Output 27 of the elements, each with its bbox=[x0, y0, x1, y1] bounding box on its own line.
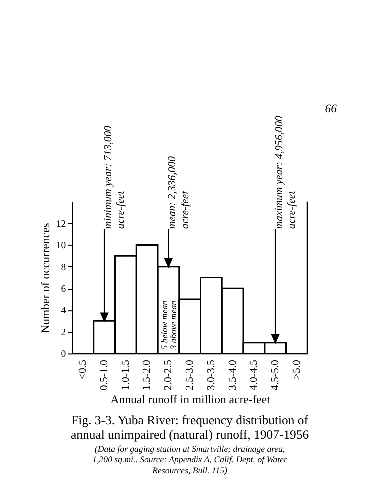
x-tick-label: 3.5-4.0 bbox=[226, 360, 239, 391]
x-tick-label: 2.5-3.0 bbox=[184, 360, 196, 391]
y-tick-label: 4 bbox=[61, 306, 66, 317]
x-tick-label: 0.5-1.0 bbox=[98, 360, 110, 391]
x-tick-label: 1.5-2.0 bbox=[141, 360, 154, 391]
y-tick-label: 6 bbox=[61, 284, 66, 296]
y-tick-label: 2 bbox=[61, 327, 66, 338]
annotation: mean: 2,336,000 acre-feet bbox=[166, 156, 192, 230]
x-tick-label: <0.5 bbox=[77, 360, 90, 380]
annotation: maximum year: 4,956,000 acre-feet bbox=[273, 116, 298, 230]
annotation: 5 below mean 3 above mean bbox=[160, 300, 179, 351]
x-tick-label: 4.0-4.5 bbox=[248, 360, 260, 391]
annotation: minimum year: 713,000 acre-feet bbox=[102, 125, 128, 230]
text: (Data for gaging station at Smartville; drainage area, 1,200 sq.mi.. Source: Appendix A, Calif. Dept. of Water Resources, Bull. 115) bbox=[92, 444, 288, 476]
y-tick-label: 0 bbox=[61, 349, 66, 360]
x-tick-label: >5.0 bbox=[290, 360, 303, 380]
y-tick-label: 12 bbox=[56, 218, 66, 230]
x-tick-label: 2.0-2.5 bbox=[162, 360, 175, 391]
x-tick-label: 4.5-5.0 bbox=[270, 360, 282, 391]
x-axis-title: Annual runoff in million acre-feet bbox=[110, 393, 272, 406]
x-tick-label: 1.0-1.5 bbox=[120, 360, 132, 391]
x-tick-label: 3.0-3.5 bbox=[205, 360, 218, 391]
text: 66 bbox=[325, 102, 338, 116]
y-tick-label: 8 bbox=[61, 262, 66, 274]
y-tick-label: 10 bbox=[56, 240, 66, 252]
text: Fig. 3-3. Yuba River: frequency distribution of annual unimpaired (natural) runoff, 1907-1956 bbox=[70, 413, 310, 442]
y-axis-title: Number of occurrences bbox=[39, 222, 52, 334]
